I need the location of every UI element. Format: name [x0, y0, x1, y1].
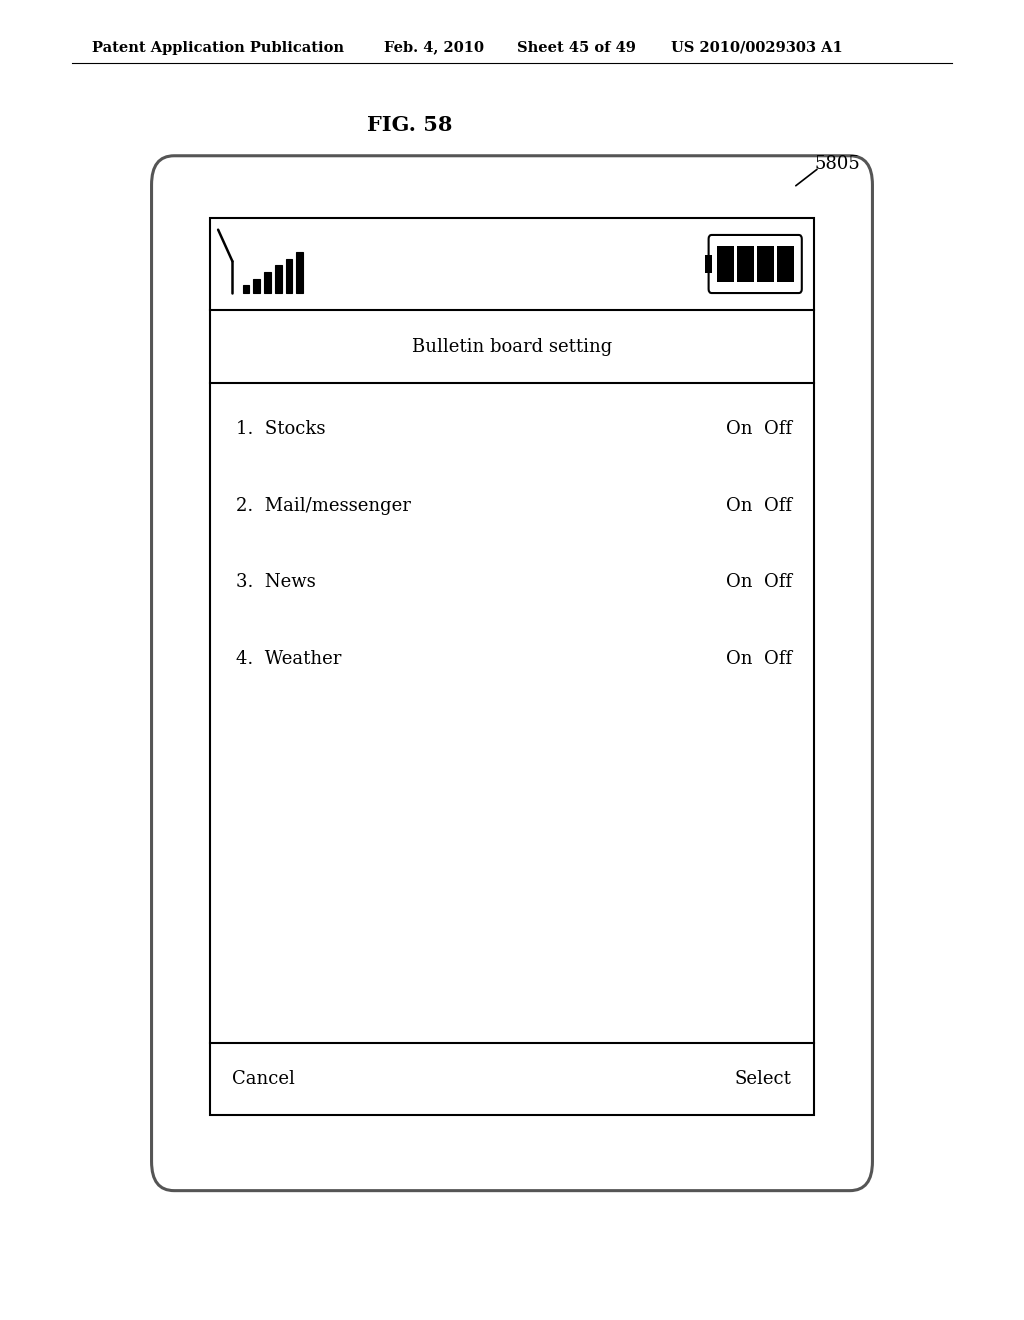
Text: On  Off: On Off — [726, 649, 792, 668]
Text: Select: Select — [734, 1071, 792, 1088]
Bar — [210, 218, 814, 1115]
FancyBboxPatch shape — [152, 156, 872, 1191]
Bar — [274, 265, 282, 293]
Bar — [243, 285, 250, 293]
Text: Bulletin board setting: Bulletin board setting — [412, 338, 612, 355]
Text: FIG. 58: FIG. 58 — [367, 115, 453, 136]
Text: Patent Application Publication: Patent Application Publication — [92, 41, 344, 54]
Text: Cancel: Cancel — [232, 1071, 295, 1088]
Text: 4.  Weather: 4. Weather — [236, 649, 341, 668]
Bar — [286, 259, 293, 293]
Bar — [297, 252, 303, 293]
Text: US 2010/0029303 A1: US 2010/0029303 A1 — [671, 41, 843, 54]
Text: Sheet 45 of 49: Sheet 45 of 49 — [517, 41, 636, 54]
Text: 3.  News: 3. News — [236, 573, 315, 591]
Bar — [757, 246, 774, 282]
Bar — [705, 255, 712, 273]
Bar — [777, 246, 794, 282]
Text: Feb. 4, 2010: Feb. 4, 2010 — [384, 41, 484, 54]
Text: 1.  Stocks: 1. Stocks — [236, 420, 325, 438]
Bar — [254, 279, 260, 293]
Bar — [264, 272, 270, 293]
Text: 2.  Mail/messenger: 2. Mail/messenger — [236, 496, 411, 515]
Bar — [717, 246, 733, 282]
Text: On  Off: On Off — [726, 420, 792, 438]
Text: 5805: 5805 — [814, 154, 860, 173]
FancyBboxPatch shape — [709, 235, 802, 293]
Bar — [737, 246, 754, 282]
Text: On  Off: On Off — [726, 496, 792, 515]
Text: On  Off: On Off — [726, 573, 792, 591]
